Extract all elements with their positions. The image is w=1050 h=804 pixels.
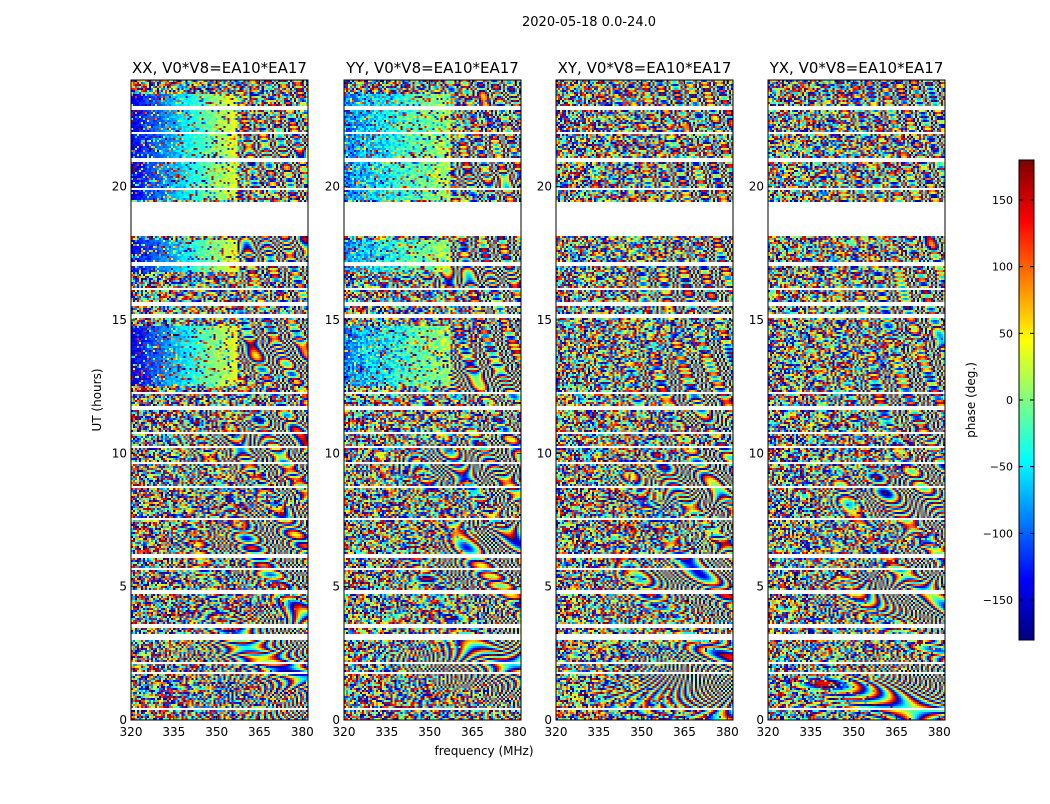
figure-suptitle: 2020-05-18 0.0-24.0 — [522, 15, 656, 30]
panel-xx: XX, V0*V8=EA10*EA17 320 335 350 365 380 0 5 10 15… — [112, 59, 314, 739]
y-tick-label: 5 — [119, 580, 127, 594]
x-tick-label: 335 — [162, 725, 185, 739]
y-tick-label: 15 — [537, 313, 552, 327]
x-tick-label: 350 — [205, 725, 228, 739]
x-tick-label: 335 — [799, 725, 822, 739]
x-tick-label: 365 — [885, 725, 908, 739]
x-tick-label: 380 — [928, 725, 951, 739]
x-tick-label: 335 — [375, 725, 398, 739]
panel-heatmap — [131, 80, 308, 720]
y-tick-label: 15 — [325, 313, 340, 327]
panel-title: YX, V0*V8=EA10*EA17 — [769, 59, 944, 77]
y-tick-label: 0 — [544, 713, 552, 727]
y-tick-label: 10 — [537, 446, 552, 460]
x-tick-label: 320 — [545, 725, 568, 739]
x-tick-label: 365 — [673, 725, 696, 739]
colorbar-gradient — [1019, 160, 1034, 640]
x-tick-label: 365 — [461, 725, 484, 739]
x-axis-label: frequency (MHz) — [434, 744, 533, 758]
x-tick-label: 320 — [120, 725, 143, 739]
y-tick-label: 5 — [332, 580, 340, 594]
colorbar-tick-label: −50 — [990, 461, 1013, 474]
y-tick-label: 15 — [749, 313, 764, 327]
colorbar-tick-label: 0 — [1006, 394, 1013, 407]
panel-xy: XY, V0*V8=EA10*EA17 320 335 350 365 380 0 5 10 15… — [537, 59, 739, 739]
y-tick-label: 20 — [749, 180, 764, 194]
y-tick-label: 0 — [756, 713, 764, 727]
colorbar-tick-label: 100 — [992, 261, 1013, 274]
x-tick-label: 350 — [630, 725, 653, 739]
panel-yx: YX, V0*V8=EA10*EA17 320 335 350 365 380 0 5 10 15… — [749, 59, 951, 739]
y-tick-label: 10 — [749, 446, 764, 460]
x-tick-label: 380 — [716, 725, 739, 739]
y-tick-label: 20 — [325, 180, 340, 194]
x-tick-label: 320 — [757, 725, 780, 739]
panel-title: XY, V0*V8=EA10*EA17 — [558, 59, 732, 77]
y-tick-label: 20 — [537, 180, 552, 194]
panel-frame — [555, 79, 734, 721]
y-tick-label: 20 — [112, 180, 127, 194]
panel-heatmap — [768, 80, 945, 720]
y-tick-label: 0 — [332, 713, 340, 727]
colorbar-tick-label: 150 — [992, 194, 1013, 207]
y-tick-label: 10 — [325, 446, 340, 460]
x-tick-label: 335 — [587, 725, 610, 739]
panel-frame — [767, 79, 946, 721]
panel-heatmap — [556, 80, 733, 720]
x-tick-label: 350 — [842, 725, 865, 739]
y-tick-label: 0 — [119, 713, 127, 727]
x-tick-label: 320 — [333, 725, 356, 739]
y-tick-label: 15 — [112, 313, 127, 327]
y-axis-label: UT (hours) — [90, 368, 104, 431]
x-tick-label: 380 — [504, 725, 527, 739]
panel-yy: YY, V0*V8=EA10*EA17 320 335 350 365 380 0 5 10 15… — [325, 59, 527, 739]
colorbar-label: phase (deg.) — [964, 362, 978, 438]
panel-frame — [130, 79, 309, 721]
colorbar-tick-label: 50 — [999, 327, 1013, 340]
panels-group: XX, V0*V8=EA10*EA17 320 335 350 365 380 0 5 10 15… — [112, 59, 951, 739]
colorbar-tick-label: −150 — [983, 594, 1013, 607]
panel-frame — [343, 79, 522, 721]
y-tick-label: 5 — [544, 580, 552, 594]
panel-heatmap — [344, 80, 521, 720]
y-tick-label: 5 — [756, 580, 764, 594]
panel-title: XX, V0*V8=EA10*EA17 — [132, 59, 307, 77]
y-tick-label: 10 — [112, 446, 127, 460]
colorbar-tick-label: −100 — [983, 527, 1013, 540]
x-tick-label: 380 — [291, 725, 314, 739]
colorbar: −150 −100 −50 0 50 100 150 — [983, 159, 1035, 641]
x-tick-label: 350 — [418, 725, 441, 739]
panel-title: YY, V0*V8=EA10*EA17 — [345, 59, 519, 77]
x-tick-label: 365 — [248, 725, 271, 739]
